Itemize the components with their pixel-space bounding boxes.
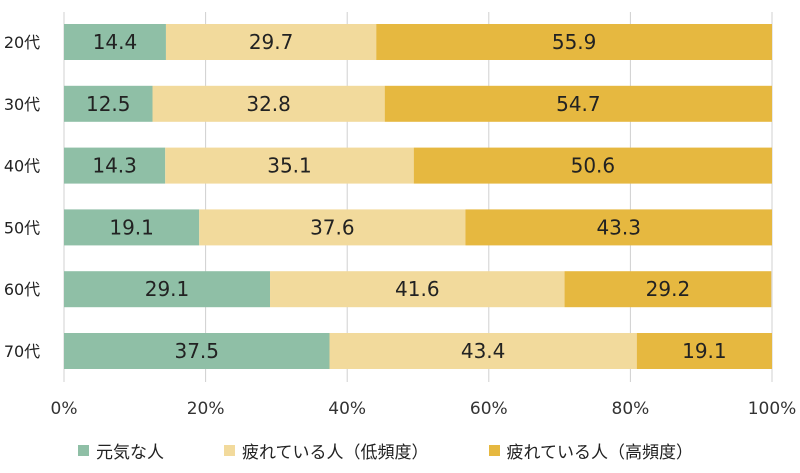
bar-label-5-2: 19.1 xyxy=(682,339,727,363)
legend-swatch-2 xyxy=(488,445,500,456)
legend-label-0: 元気な人 xyxy=(96,443,164,463)
bar-3-0 xyxy=(64,209,200,246)
bar-2-0 xyxy=(64,147,166,184)
bar-label-2-2: 50.6 xyxy=(571,154,616,178)
legend-swatch-0 xyxy=(78,445,89,456)
bar-label-1-1: 32.8 xyxy=(246,92,291,116)
bar-label-1-0: 12.5 xyxy=(86,92,131,116)
bar-label-0-0: 14.4 xyxy=(93,30,138,54)
bar-0-0 xyxy=(64,24,166,60)
bar-label-3-2: 43.3 xyxy=(596,215,641,239)
bar-5-2 xyxy=(636,333,772,369)
bar-2-2 xyxy=(413,147,772,184)
bar-label-4-0: 29.1 xyxy=(145,277,190,301)
x-tick-label-4: 80% xyxy=(612,399,650,419)
bar-5-1 xyxy=(329,333,637,369)
legend: 元気な人 疲れている人（低頻度） 疲れている人（高頻度） xyxy=(78,438,753,463)
category-label-1: 30代 xyxy=(4,95,40,114)
category-label-4: 60代 xyxy=(4,280,40,299)
bar-label-5-0: 37.5 xyxy=(174,339,219,363)
x-tick-label-5: 100% xyxy=(748,399,797,419)
category-label-3: 50代 xyxy=(4,218,40,237)
bar-1-1 xyxy=(152,85,385,122)
bar-0-1 xyxy=(165,24,377,60)
bar-4-0 xyxy=(64,271,271,308)
x-tick-label-1: 20% xyxy=(187,399,225,419)
bar-label-3-0: 19.1 xyxy=(109,215,154,239)
bar-3-1 xyxy=(199,209,466,246)
legend-label-2: 疲れている人（高頻度） xyxy=(506,443,694,463)
category-label-0: 20代 xyxy=(4,33,40,52)
bar-label-5-1: 43.4 xyxy=(461,339,506,363)
category-label-5: 70代 xyxy=(4,342,40,361)
bar-label-2-1: 35.1 xyxy=(267,154,312,178)
x-tick-label-3: 60% xyxy=(470,399,508,419)
x-tick-label-2: 40% xyxy=(328,399,366,419)
legend-label-1: 疲れている人（低頻度） xyxy=(242,443,429,463)
bar-3-2 xyxy=(465,209,772,246)
bar-1-2 xyxy=(384,85,772,122)
bar-1-0 xyxy=(64,85,153,122)
bar-label-4-1: 41.6 xyxy=(395,277,440,301)
bar-label-2-0: 14.3 xyxy=(92,154,137,178)
legend-item-1: 疲れている人（低頻度） xyxy=(224,438,429,463)
x-axis-ticks: 0% 20% 40% 60% 80% 100% xyxy=(51,399,797,419)
bar-label-4-2: 29.2 xyxy=(646,277,691,301)
bar-0-2 xyxy=(376,24,772,60)
bar-label-3-1: 37.6 xyxy=(310,215,355,239)
legend-item-2: 疲れている人（高頻度） xyxy=(488,438,694,463)
bar-label-0-2: 55.9 xyxy=(552,30,597,54)
bar-5-0 xyxy=(64,333,330,369)
bar-label-1-2: 54.7 xyxy=(556,92,601,116)
bar-4-2 xyxy=(564,271,772,308)
bar-label-0-1: 29.7 xyxy=(249,30,294,54)
legend-item-0: 元気な人 xyxy=(78,438,164,463)
legend-swatch-1 xyxy=(224,445,235,456)
x-tick-label-0: 0% xyxy=(51,399,78,419)
category-labels: 20代 30代 40代 50代 60代 70代 xyxy=(4,33,40,361)
bar-2-1 xyxy=(165,147,414,184)
category-label-2: 40代 xyxy=(4,157,40,176)
bars: 14.4 29.7 55.9 12.5 32.8 54.7 14.3 35.1 50.6 19.1… xyxy=(64,24,772,369)
gridlines xyxy=(63,12,773,382)
bar-4-1 xyxy=(270,271,565,308)
